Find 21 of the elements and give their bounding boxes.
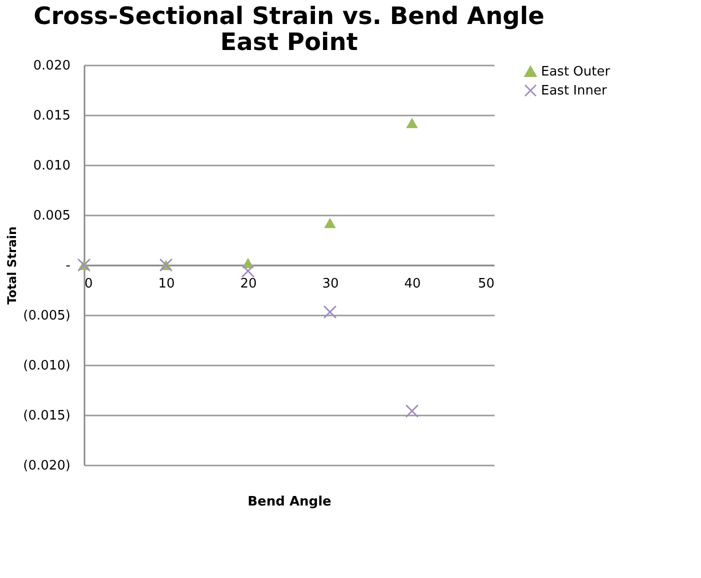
x-tick-label: 50 [478, 276, 494, 292]
x-tick-label: 0 [84, 276, 93, 292]
x-tick-label: 20 [240, 276, 257, 292]
y-tick-label: 0.015 [33, 108, 70, 124]
y-tick-label: 0.005 [33, 208, 70, 224]
legend-label: East Inner [541, 84, 608, 98]
y-tick-label: (0.015) [23, 408, 70, 424]
x-tick-label: 40 [404, 276, 421, 292]
y-tick-label: (0.005) [23, 308, 70, 324]
x-axis-title: Bend Angle [248, 494, 332, 510]
y-tick-label: 0.020 [33, 58, 70, 74]
x-tick-label: 10 [158, 276, 175, 292]
y-axis-title: Total Strain [5, 226, 20, 305]
y-tick-label: (0.020) [23, 458, 70, 474]
y-tick-label: (0.010) [23, 358, 70, 374]
legend-label: East Outer [541, 64, 611, 80]
y-tick-label: 0.010 [33, 158, 70, 174]
x-tick-label: 30 [322, 276, 339, 292]
text: Cross-Sectional Strain vs. Bend Angle [34, 2, 544, 30]
y-tick-label: - [66, 258, 71, 274]
text: East Point [220, 28, 358, 56]
